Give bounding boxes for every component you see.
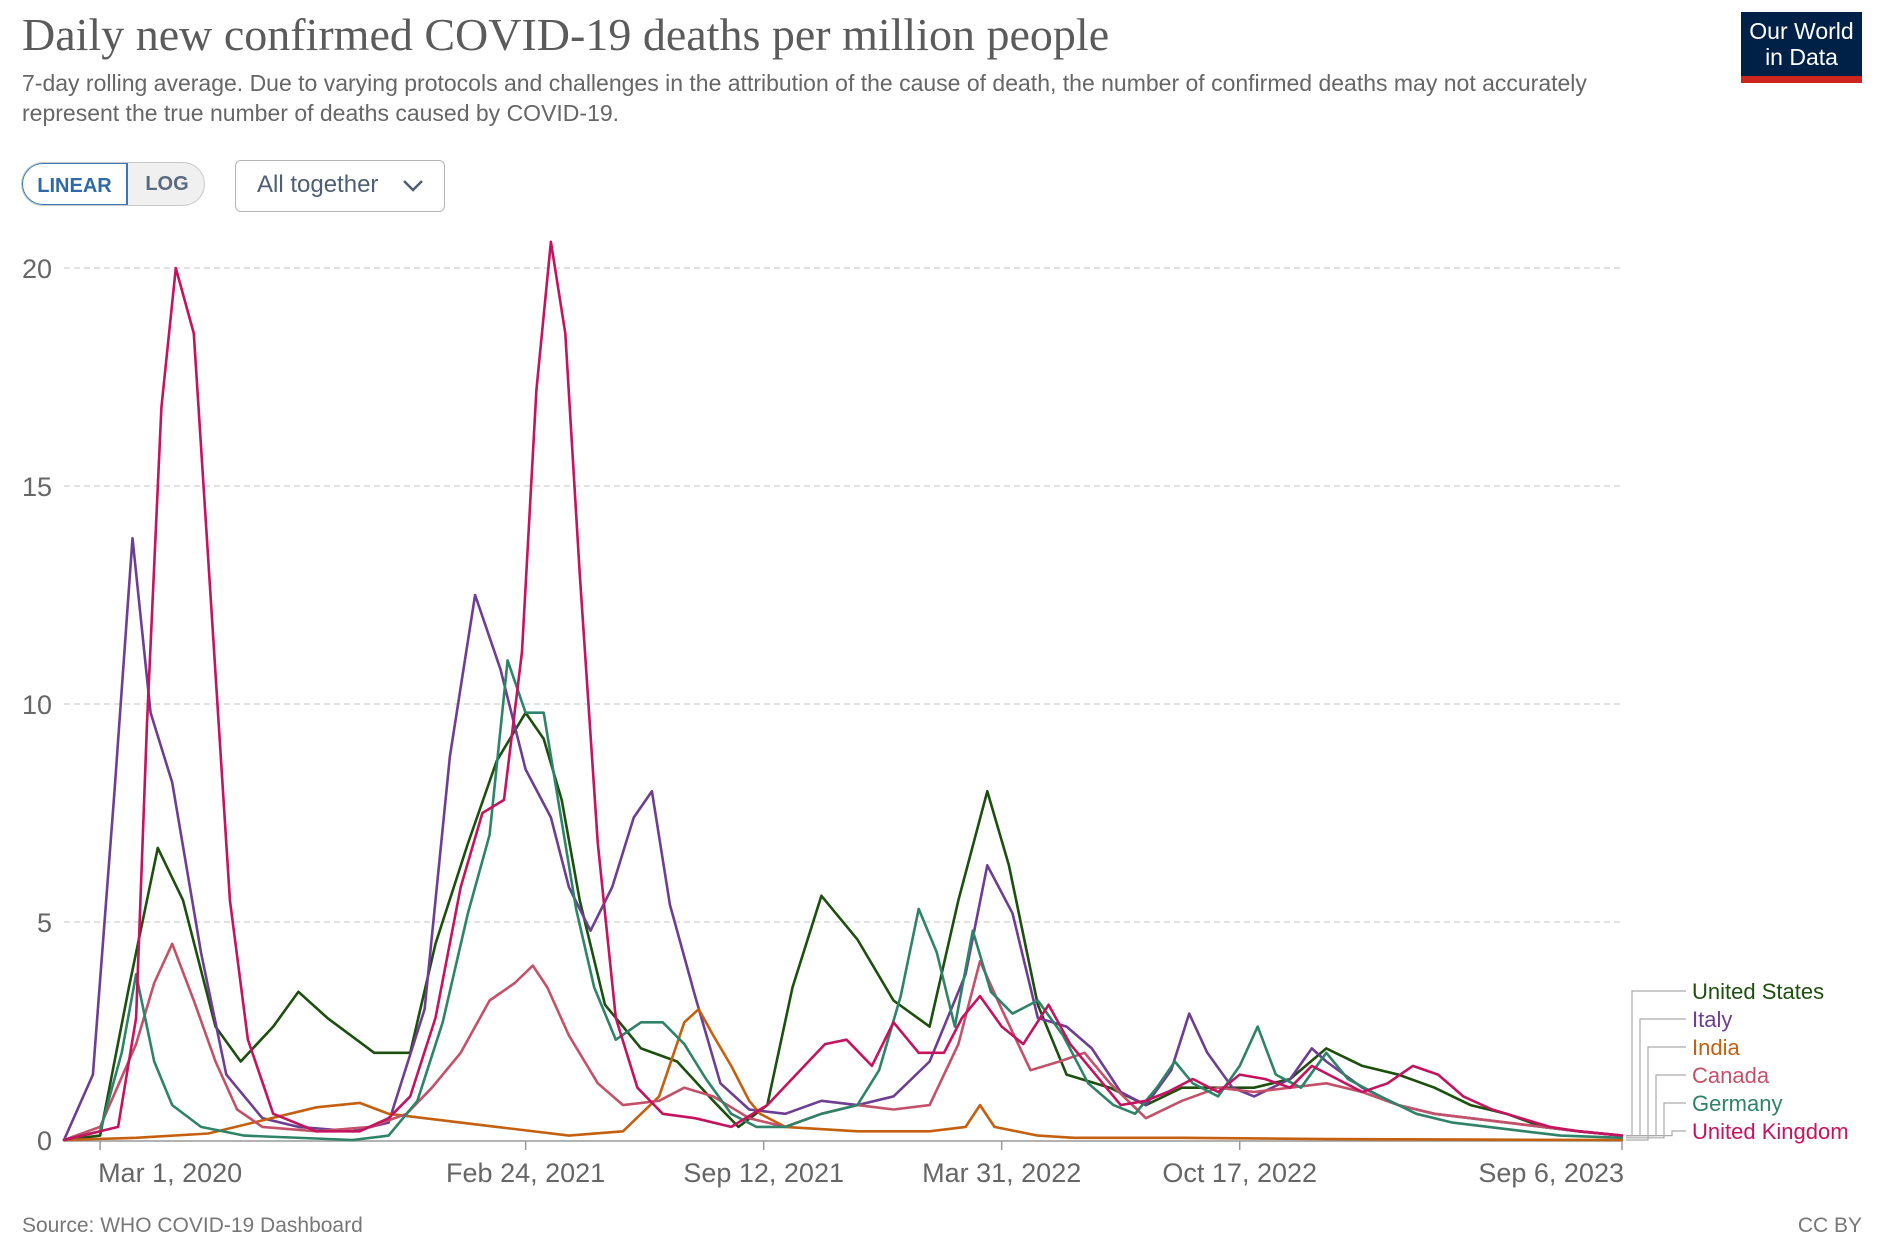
x-tick-label-0: Mar 1, 2020 [98,1158,242,1188]
legend-label-canada: Canada [1692,1063,1770,1088]
y-tick-label-5: 5 [37,908,52,938]
legend-connector-germany [1626,1102,1686,1139]
series-line-india [62,1007,1624,1142]
owid-logo[interactable]: Our World in Data [1741,12,1862,83]
legend-connector-canada [1626,1074,1686,1137]
y-tick-label-15: 15 [22,472,52,502]
y-tick-label-0: 0 [37,1126,52,1156]
log-scale-button[interactable]: LOG [145,173,189,195]
legend-connector-united-kingdom [1626,1130,1686,1137]
chart-title: Daily new confirmed COVID-19 deaths per … [22,9,1110,60]
x-tick-label-1: Feb 24, 2021 [446,1158,605,1188]
license-note: CC BY [1797,1214,1862,1237]
logo-line-1: Our World [1749,18,1854,44]
chart-subtitle: 7-day rolling average. Due to varying pr… [22,70,1587,126]
y-tick-label-20: 20 [22,254,52,284]
facet-dropdown[interactable]: All together [235,160,445,212]
x-tick-label-2: Sep 12, 2021 [683,1158,844,1188]
facet-dropdown-label: All together [257,171,379,198]
linear-scale-button[interactable]: LINEAR [22,163,128,205]
logo-line-2: in Data [1765,44,1838,70]
legend-connector-india [1626,1046,1686,1141]
x-tick-label-3: Mar 31, 2022 [922,1158,1081,1188]
series-line-germany [62,659,1624,1142]
legend-label-india: India [1692,1035,1740,1060]
chevron-down-icon [403,180,423,192]
x-tick-label-4: Oct 17, 2022 [1162,1158,1317,1188]
legend-label-united-kingdom: United Kingdom [1692,1119,1849,1144]
source-note: Source: WHO COVID-19 Dashboard [22,1214,363,1237]
legend-label-italy: Italy [1692,1007,1732,1032]
series-line-united-kingdom [62,240,1624,1142]
legend-label-germany: Germany [1692,1091,1782,1116]
series-line-italy [62,537,1624,1142]
scale-toggle: LINEAR LOG [21,162,205,206]
series-line-united-states [62,711,1624,1142]
logo-red-bar [1741,76,1862,83]
x-tick-label-5: Sep 6, 2023 [1478,1158,1624,1188]
y-tick-label-10: 10 [22,690,52,720]
legend-label-united-states: United States [1692,979,1824,1004]
